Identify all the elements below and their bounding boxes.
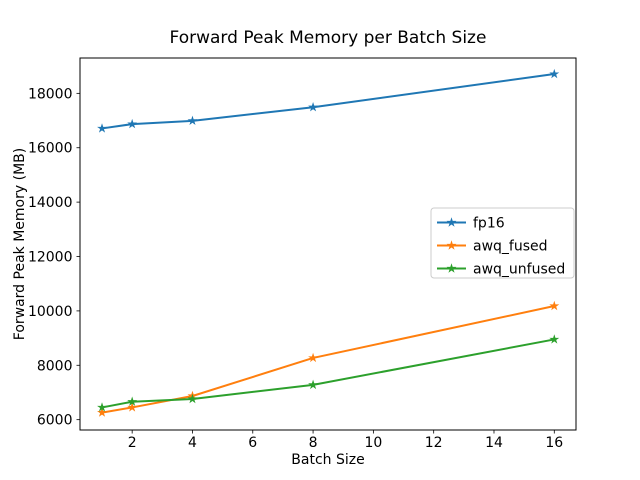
y-tick-label: 6000	[37, 413, 73, 429]
y-tick-label: 8000	[37, 358, 73, 374]
legend-label: awq_fused	[473, 239, 548, 255]
axis-ticks: 2 4 6 8 10 12 14 16 6000 8000 10000 12000 14000 16000…	[28, 86, 563, 451]
awq_fused-marker	[127, 402, 138, 412]
x-axis-label: Batch Size	[291, 452, 365, 468]
y-tick-label: 10000	[28, 304, 73, 320]
x-tick-label: 14	[485, 435, 503, 451]
x-tick-label: 2	[128, 435, 137, 451]
awq_fused-line	[101, 305, 556, 414]
x-tick-label: 6	[248, 435, 257, 451]
awq_unfused-marker	[549, 334, 560, 344]
legend-entry-fp16: fp16	[437, 216, 505, 232]
awq_fused-marker	[549, 300, 560, 311]
x-tick-label: 8	[309, 435, 318, 451]
legend-entry-awq_unfused: awq_unfused	[437, 262, 565, 278]
awq_unfused-marker	[97, 402, 107, 412]
legend-marker-sample	[446, 240, 457, 250]
x-tick-label: 12	[425, 435, 443, 451]
fp16-marker	[97, 123, 107, 133]
fp16-line	[101, 73, 556, 130]
awq_unfused-marker	[127, 396, 138, 406]
chart-title: Forward Peak Memory per Batch Size	[169, 28, 487, 48]
legend-marker-sample	[446, 263, 457, 273]
legend-entry-awq_fused: awq_fused	[437, 239, 548, 255]
plot-border	[79, 57, 577, 431]
x-tick-label: 4	[188, 435, 197, 451]
awq_unfused-line	[101, 338, 556, 409]
awq_unfused-marker	[187, 393, 198, 404]
legend-marker-sample	[446, 217, 457, 227]
fp16-marker	[127, 118, 138, 129]
y-tick-label: 14000	[28, 195, 73, 211]
fp16-marker	[187, 115, 198, 126]
awq_fused-marker	[97, 407, 107, 417]
y-tick-label: 12000	[28, 250, 73, 266]
legend-label: awq_unfused	[473, 262, 565, 278]
fp16-marker	[549, 68, 560, 79]
x-tick-label: 10	[364, 435, 382, 451]
x-tick-label: 16	[545, 435, 563, 451]
awq_fused-marker	[308, 352, 319, 363]
y-axis-label: Forward Peak Memory (MB)	[12, 147, 28, 341]
legend: fp16 awq_fused awq_unfused	[430, 207, 575, 279]
legend-box	[430, 207, 575, 279]
fp16-marker	[308, 102, 319, 112]
y-tick-label: 18000	[28, 86, 73, 102]
legend-label: fp16	[473, 216, 505, 232]
awq_unfused-marker	[308, 379, 319, 390]
y-tick-label: 16000	[28, 141, 73, 157]
